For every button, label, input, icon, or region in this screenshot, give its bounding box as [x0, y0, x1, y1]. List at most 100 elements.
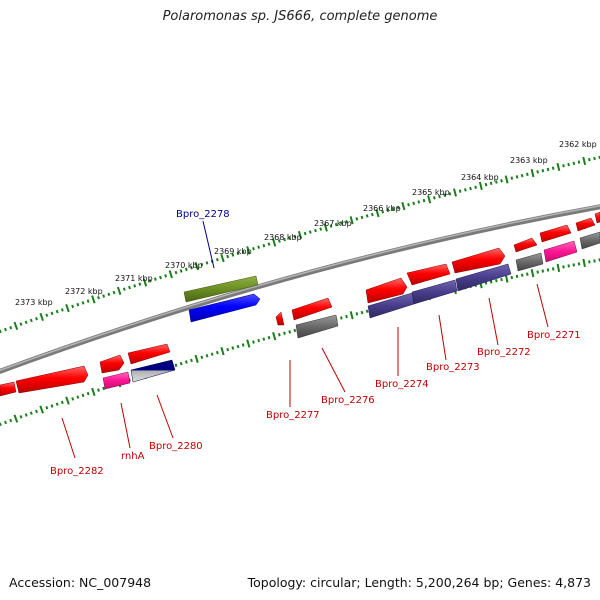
outer-scale-minor-tick	[407, 203, 410, 207]
outer-scale-minor-tick	[469, 186, 472, 191]
inner-scale-major-tick	[220, 347, 225, 356]
label-bpro-2274[interactable]: Bpro_2274	[375, 379, 429, 390]
outer-scale-minor-tick	[443, 193, 446, 197]
outer-scale-minor-tick	[319, 227, 323, 231]
label-bpro-2271[interactable]: Bpro_2271	[527, 330, 581, 341]
outer-scale-minor-tick	[205, 261, 209, 265]
inner-scale-minor-tick	[510, 275, 514, 280]
gene-red-e[interactable]	[539, 224, 572, 243]
gene-red-g[interactable]	[594, 211, 600, 224]
label-bpro-2278[interactable]: Bpro_2278	[176, 209, 230, 220]
inner-scale-minor-tick	[236, 344, 240, 349]
outer-scale-major-tick	[194, 261, 199, 271]
inner-scale-minor-tick	[515, 274, 519, 279]
gene-red-left-a[interactable]	[99, 354, 125, 374]
gene-bpro-2282[interactable]	[15, 365, 89, 394]
inner-scale-minor-tick	[241, 343, 245, 347]
outer-scale-minor-tick	[283, 237, 286, 242]
inner-scale-minor-tick	[81, 393, 85, 398]
inner-scale-major-tick	[349, 311, 354, 320]
inner-scale-major-tick	[65, 396, 70, 405]
label-bpro-2277[interactable]: Bpro_2277	[266, 410, 320, 421]
outer-scale-minor-tick	[422, 198, 426, 203]
gene-bpro-2278[interactable]	[188, 293, 261, 323]
inner-scale-minor-tick	[345, 314, 348, 319]
gene-bpro-2280[interactable]	[130, 359, 176, 383]
outer-scale-minor-tick	[412, 201, 416, 206]
gene-gray-b[interactable]	[515, 252, 544, 272]
outer-scale-major-tick	[142, 278, 148, 287]
label-bpro-2282[interactable]: Bpro_2282	[50, 466, 104, 477]
genome-backbone	[0, 204, 600, 374]
gene-bpro-2272[interactable]	[455, 263, 512, 292]
inner-scale-minor-tick	[495, 279, 498, 283]
gene-bpro-2277[interactable]	[275, 311, 285, 326]
inner-scale-minor-tick	[4, 420, 7, 425]
inner-scale-minor-tick	[293, 328, 297, 333]
outer-scale-major-tick	[582, 156, 587, 166]
outer-scale-minor-tick	[164, 274, 168, 278]
gene-bpro-2271[interactable]	[543, 240, 578, 263]
label-bpro-2273[interactable]: Bpro_2273	[426, 362, 480, 373]
gene-red-edge[interactable]	[0, 381, 17, 397]
scale-labels: 2373 kbp 2372 kbp 2371 kbp 2370 kbp 2369…	[15, 140, 597, 307]
inner-scale-minor-tick	[267, 335, 271, 340]
outer-scale-minor-tick	[107, 292, 111, 297]
outer-scale-minor-tick	[334, 222, 338, 227]
gene-red-left-b[interactable]	[127, 343, 171, 365]
inner-scale-minor-tick	[190, 358, 193, 363]
inner-scale-minor-tick	[55, 402, 59, 406]
outer-scale-major-tick	[453, 188, 457, 197]
label-bpro-2280[interactable]: Bpro_2280	[149, 441, 203, 452]
outer-scale-major-tick	[478, 181, 483, 191]
inner-scale-minor-tick	[520, 273, 524, 277]
leader-bpro-2272	[488, 297, 499, 346]
inner-scale-minor-tick	[24, 413, 28, 417]
outer-scale-major-tick	[297, 230, 303, 240]
outer-scale-minor-tick	[303, 231, 307, 236]
outer-scale-minor-tick	[339, 221, 343, 225]
gene-gray-c[interactable]	[579, 231, 600, 250]
gene-bpro-2273[interactable]	[411, 279, 458, 305]
outer-strand-genes	[99, 211, 600, 374]
inner-scale-minor-tick	[593, 259, 596, 263]
outer-scale-minor-tick	[484, 182, 488, 187]
inner-scale-minor-tick	[60, 400, 64, 405]
outer-scale-minor-tick	[241, 250, 245, 254]
inner-scale-minor-tick	[567, 264, 570, 268]
gene-red-d[interactable]	[513, 237, 538, 253]
inner-scale-minor-tick	[231, 346, 235, 350]
outer-scale-minor-tick	[448, 192, 452, 196]
gene-bpro-2276[interactable]	[291, 297, 333, 321]
inner-scale-minor-tick	[577, 262, 581, 266]
leader-bpro-2280	[156, 394, 174, 439]
label-bpro-2272[interactable]: Bpro_2272	[477, 347, 531, 358]
genome-summary-text: Topology: circular; Length: 5,200,264 bp…	[247, 575, 591, 590]
outer-scale-minor-tick	[495, 180, 498, 184]
outer-scale-minor-tick	[365, 214, 369, 218]
inner-scale-minor-tick	[97, 388, 100, 392]
outer-scale-minor-tick	[9, 325, 13, 330]
outer-scale-minor-tick	[288, 236, 292, 240]
gene-red-a[interactable]	[365, 277, 408, 304]
inner-scale-minor-tick	[226, 347, 230, 352]
outer-scale-minor-tick	[464, 188, 467, 192]
inner-scale-minor-tick	[355, 312, 359, 316]
inner-scale-minor-tick	[174, 363, 178, 367]
outer-scale-minor-tick	[184, 267, 188, 272]
label-bpro-2276[interactable]: Bpro_2276	[321, 395, 375, 406]
outer-scale-major-tick	[13, 321, 19, 331]
outer-scale-minor-tick	[252, 247, 255, 251]
gene-red-f[interactable]	[575, 217, 596, 232]
gene-gray-a[interactable]	[295, 314, 339, 339]
outer-scale-minor-tick	[293, 234, 297, 239]
gene-olive[interactable]	[183, 275, 259, 303]
gene-red-b[interactable]	[406, 263, 451, 286]
inner-scale-minor-tick	[179, 361, 183, 366]
outer-scale-minor-tick	[474, 185, 477, 189]
gene-red-c[interactable]	[451, 247, 506, 274]
label-rnha[interactable]: rnhA	[121, 451, 145, 462]
gene-rnha[interactable]	[102, 371, 131, 390]
outer-scale-minor-tick	[526, 172, 529, 177]
outer-scale-minor-tick	[138, 282, 142, 286]
